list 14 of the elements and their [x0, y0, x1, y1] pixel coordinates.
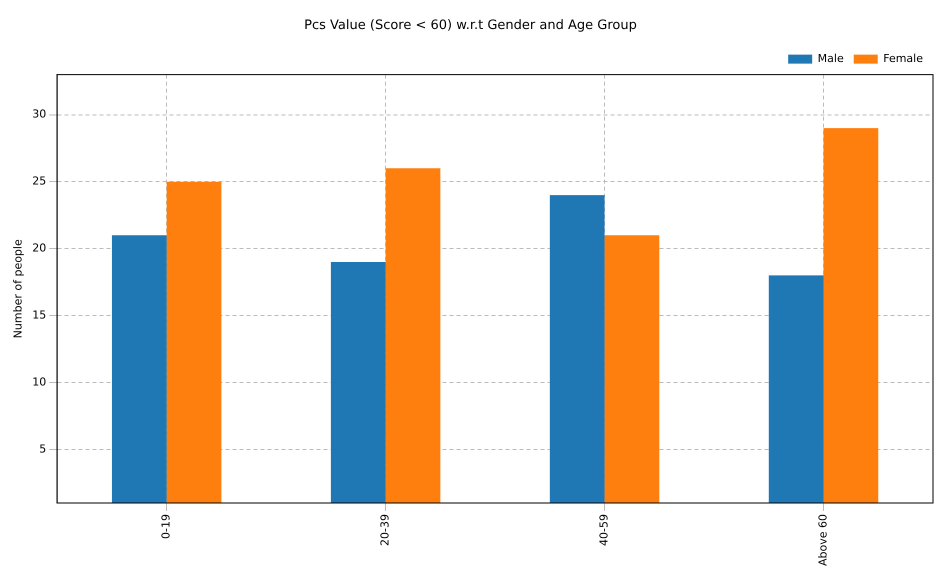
x-tick-label: 0-19 [160, 514, 173, 539]
x-tick-label: 40-59 [597, 514, 610, 546]
y-tick-label: 20 [32, 241, 46, 254]
y-tick-label: 10 [32, 375, 46, 388]
chart-title: Pcs Value (Score < 60) w.r.t Gender and Age Group [304, 18, 637, 34]
legend-label: Male [818, 52, 844, 65]
y-tick-label: 30 [32, 108, 46, 121]
y-axis-title: Number of people [11, 239, 24, 338]
y-tick-label: 5 [39, 442, 46, 456]
x-tick-label: 20-39 [378, 514, 392, 546]
x-tick-label: Above 60 [816, 514, 830, 566]
y-tick-label: 25 [32, 174, 46, 188]
y-tick-label: 15 [32, 308, 46, 322]
legend-label: Female [883, 52, 924, 65]
